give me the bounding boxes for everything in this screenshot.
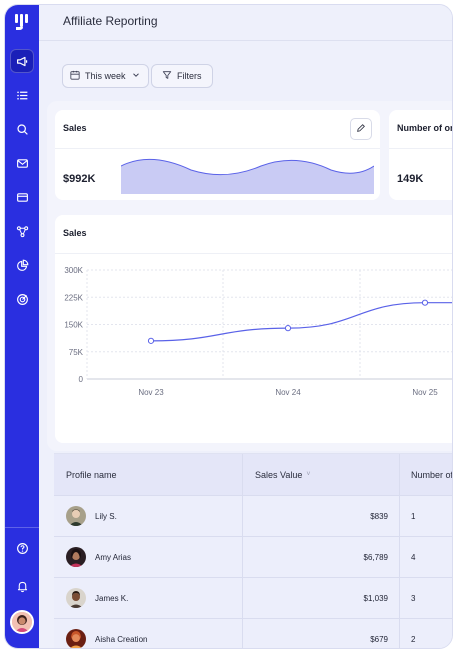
- target-icon[interactable]: [10, 287, 34, 311]
- kpi-title: Number of orders: [397, 123, 452, 133]
- y-tick-label: 225K: [64, 293, 83, 302]
- chart-title: Sales: [63, 228, 87, 238]
- sort-icon: ˅: [306, 471, 311, 478]
- logo-icon[interactable]: [11, 11, 33, 33]
- megaphone-icon[interactable]: [10, 49, 34, 73]
- table-row[interactable]: James K. $1,039 3: [54, 577, 452, 618]
- sales-value: $1,039: [243, 578, 400, 618]
- sales-value: $679: [243, 619, 400, 648]
- data-point: [284, 325, 292, 332]
- orders-count: 3: [411, 593, 416, 603]
- kpi-value: $992K: [63, 173, 96, 185]
- card-divider: [55, 253, 452, 254]
- card-divider: [55, 148, 380, 149]
- table-row[interactable]: Amy Arias $6,789 4: [54, 536, 452, 577]
- series-line: [150, 302, 452, 342]
- table-header: Profile name Sales Value ˅ Number of ord…: [54, 453, 453, 495]
- edit-button[interactable]: [350, 118, 372, 140]
- list-icon[interactable]: [10, 83, 34, 107]
- profile-name: James K.: [95, 593, 129, 603]
- x-tick-label: Nov 24: [275, 388, 301, 397]
- profile-name: Aisha Creation: [95, 634, 148, 644]
- filter-icon: [162, 70, 172, 82]
- sales-line-chart: 0 75K 150K 225K 300K Nov 23 Nov 24 Nov 25: [64, 266, 452, 397]
- profile-name: Amy Arias: [95, 552, 132, 562]
- affiliate-table: Profile name Sales Value ˅ Number of ord…: [54, 453, 453, 648]
- y-tick-label: 0: [79, 375, 84, 384]
- orders-count: 2: [411, 634, 416, 644]
- avatar: [66, 547, 86, 567]
- chevron-down-icon: [131, 70, 141, 82]
- dashboard-panel: Sales $992K Number of orders 149K Sales …: [47, 101, 452, 451]
- sales-sparkline: [121, 158, 374, 194]
- app-frame: Affiliate Reporting This week Filters Sa…: [4, 4, 453, 649]
- mail-icon[interactable]: [10, 151, 34, 175]
- page-title: Affiliate Reporting: [63, 14, 158, 28]
- sidebar-divider: [5, 527, 39, 528]
- kpi-card-orders: Number of orders 149K: [389, 110, 452, 200]
- date-range-label: This week: [85, 71, 126, 81]
- search-icon[interactable]: [10, 117, 34, 141]
- y-tick-label: 300K: [64, 266, 83, 275]
- sales-chart-card: Sales 0 75K 150K 225K 300K Nov 23 Nov 24 Nov 25: [55, 215, 452, 443]
- calendar-icon: [70, 70, 80, 82]
- table-row[interactable]: Aisha Creation $679 2: [54, 618, 452, 648]
- sales-value: $6,789: [243, 537, 400, 577]
- column-header-orders[interactable]: Number of orders: [411, 469, 453, 480]
- profile-name: Lily S.: [95, 511, 117, 521]
- avatar[interactable]: [10, 610, 34, 634]
- x-tick-label: Nov 23: [138, 388, 164, 397]
- filters-button[interactable]: Filters: [151, 64, 213, 88]
- bell-icon[interactable]: [10, 574, 34, 598]
- orders-count: 1: [411, 511, 416, 521]
- column-header-sales[interactable]: Sales Value ˅: [243, 454, 400, 495]
- column-header-sales-label: Sales Value: [255, 469, 303, 480]
- data-point: [147, 337, 155, 344]
- page-header: Affiliate Reporting: [39, 5, 452, 41]
- sidebar: [5, 5, 39, 648]
- toolbar: This week Filters: [39, 41, 452, 103]
- card-divider: [389, 148, 452, 149]
- sales-value: $839: [243, 496, 400, 536]
- column-header-profile[interactable]: Profile name: [54, 454, 243, 495]
- card-icon[interactable]: [10, 185, 34, 209]
- y-tick-label: 75K: [69, 348, 84, 357]
- filters-label: Filters: [177, 71, 202, 81]
- kpi-card-sales: Sales $992K: [55, 110, 380, 200]
- kpi-value: 149K: [397, 173, 424, 185]
- date-range-dropdown[interactable]: This week: [62, 64, 149, 88]
- y-tick-label: 150K: [64, 321, 83, 330]
- avatar: [66, 629, 86, 648]
- share-icon[interactable]: [10, 219, 34, 243]
- pencil-icon: [356, 120, 366, 138]
- help-icon[interactable]: [10, 536, 34, 560]
- x-tick-label: Nov 25: [412, 388, 438, 397]
- orders-count: 4: [411, 552, 416, 562]
- pie-chart-icon[interactable]: [10, 253, 34, 277]
- data-point: [421, 299, 429, 306]
- avatar: [66, 588, 86, 608]
- table-row[interactable]: Lily S. $839 1: [54, 495, 452, 536]
- avatar: [66, 506, 86, 526]
- kpi-title: Sales: [63, 123, 87, 133]
